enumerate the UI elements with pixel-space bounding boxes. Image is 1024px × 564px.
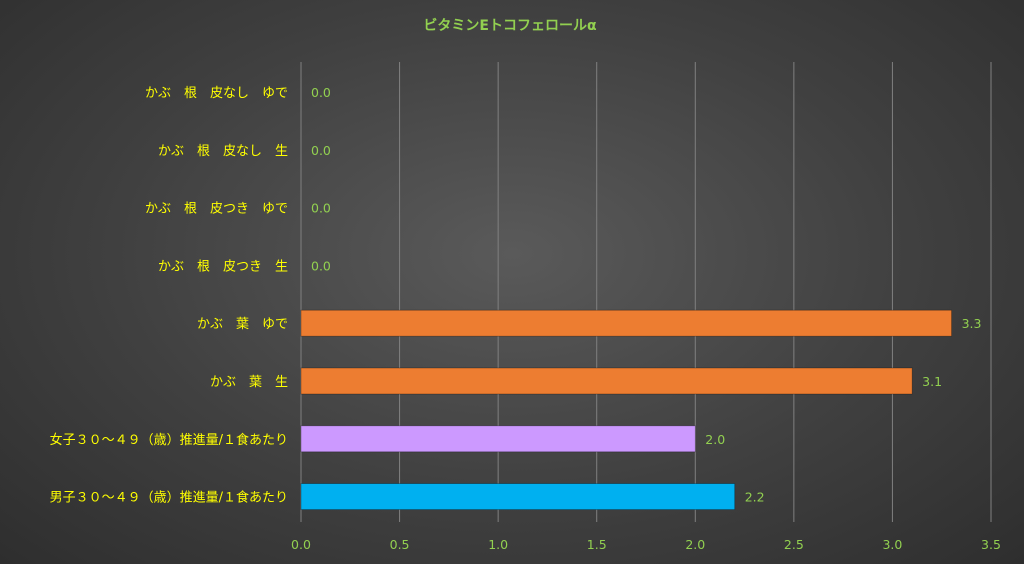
x-tick-label: 2.0 [685, 537, 705, 552]
bar [300, 367, 913, 395]
category-label: かぶ 根 皮なし 生 [158, 144, 288, 159]
x-tick-label: 3.5 [981, 537, 1001, 552]
x-tick-label: 1.5 [587, 537, 607, 552]
x-axis-ticks: 0.0 0.5 1.0 1.5 2.0 2.5 3.0 3.5 [291, 537, 1001, 552]
x-tick-label: 1.0 [488, 537, 508, 552]
bar [300, 483, 736, 511]
x-tick-label: 3.0 [882, 537, 902, 552]
category-label: かぶ 根 皮なし ゆで [145, 86, 288, 101]
value-label: 0.0 [311, 143, 331, 158]
x-tick-label: 2.5 [784, 537, 804, 552]
category-label: 男子３０～４９（歳）推進量/１食あたり [50, 490, 288, 506]
value-label: 2.2 [745, 490, 765, 505]
category-label: かぶ 葉 ゆで [197, 317, 288, 332]
value-label: 0.0 [311, 85, 331, 100]
value-labels: 0.0 0.0 0.0 0.0 3.3 3.1 2.0 2.2 [311, 85, 981, 505]
bar [300, 309, 952, 337]
x-tick-label: 0.0 [291, 537, 311, 552]
value-label: 3.3 [962, 316, 982, 331]
category-label: かぶ 根 皮つき 生 [158, 259, 288, 274]
value-label: 0.0 [311, 258, 331, 273]
value-label: 2.0 [705, 432, 725, 447]
gridlines [300, 62, 992, 522]
x-tick-label: 0.5 [390, 537, 410, 552]
value-label: 3.1 [922, 374, 942, 389]
category-label: かぶ 根 皮つき ゆで [145, 202, 288, 217]
value-label: 0.0 [311, 201, 331, 216]
bars [300, 309, 952, 511]
category-label: かぶ 葉 生 [210, 375, 288, 390]
category-label: 女子３０～４９（歳）推進量/１食あたり [50, 432, 288, 448]
bar [300, 425, 696, 453]
chart-title: ビタミンEトコフェロールα [423, 18, 597, 34]
